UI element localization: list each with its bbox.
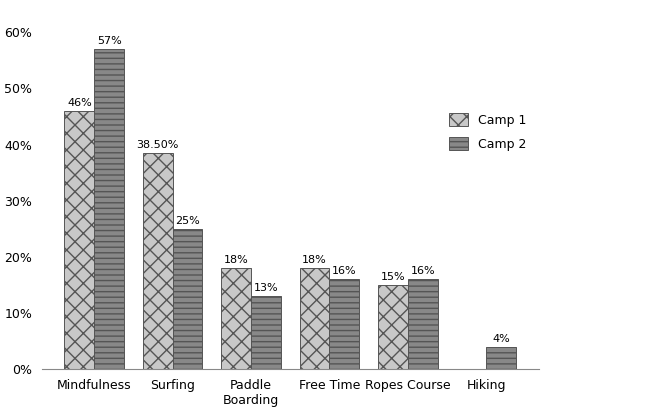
Bar — [300, 268, 330, 369]
Text: 15%: 15% — [381, 272, 405, 282]
Text: 25%: 25% — [175, 216, 200, 226]
Bar — [143, 153, 173, 369]
Bar — [173, 229, 203, 369]
Bar — [408, 279, 438, 369]
Bar — [378, 285, 408, 369]
Text: 18%: 18% — [224, 255, 248, 265]
Text: 16%: 16% — [332, 266, 357, 277]
Bar — [221, 268, 251, 369]
Bar — [64, 111, 94, 369]
Text: 38.50%: 38.50% — [136, 140, 179, 150]
Bar — [330, 279, 359, 369]
Legend: Camp 1, Camp 2: Camp 1, Camp 2 — [443, 107, 532, 157]
Bar — [94, 49, 124, 369]
Text: 46%: 46% — [67, 98, 92, 108]
Text: 13%: 13% — [254, 283, 278, 293]
Text: 16%: 16% — [410, 266, 435, 277]
Text: 18%: 18% — [303, 255, 327, 265]
Bar — [487, 346, 516, 369]
Text: 57%: 57% — [97, 36, 122, 46]
Bar — [251, 296, 281, 369]
Text: 4%: 4% — [493, 334, 510, 344]
